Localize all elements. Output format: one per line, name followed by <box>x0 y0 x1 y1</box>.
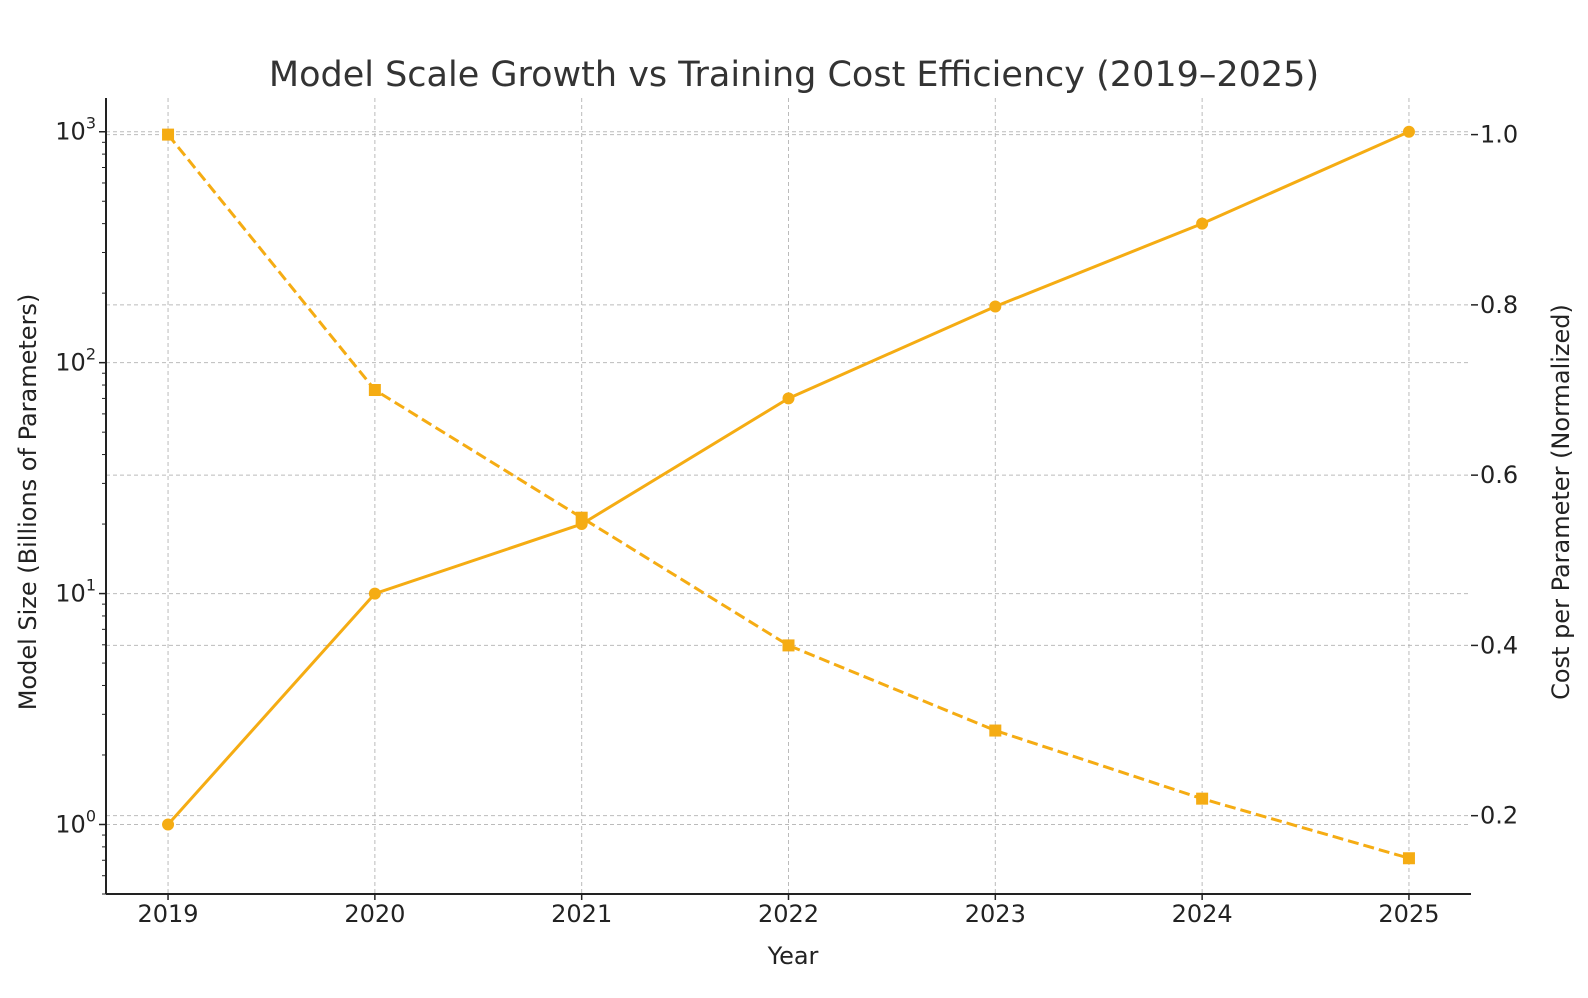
y-left-tick-label: 103 <box>55 114 96 146</box>
data-point-cost-2024 <box>1196 792 1209 805</box>
y-right-tick-label: 0.8 <box>1480 291 1518 319</box>
y-axis-left-label: Model Size (Billions of Parameters) <box>14 294 42 711</box>
x-tick-label: 2020 <box>344 900 405 928</box>
grid-layer <box>106 98 1471 894</box>
data-point-cost-2021 <box>575 511 588 524</box>
y-right-tick-label: 0.4 <box>1480 631 1518 659</box>
x-tick-label: 2025 <box>1378 900 1439 928</box>
x-tick-label: 2024 <box>1172 900 1233 928</box>
x-tick-label: 2022 <box>758 900 819 928</box>
data-point-model-size-2019 <box>162 818 175 831</box>
data-point-model-size-2020 <box>368 587 381 600</box>
y-right-tick-label: 0.2 <box>1480 802 1518 830</box>
series-layer <box>162 125 1415 865</box>
x-tick-label: 2023 <box>965 900 1026 928</box>
y-left-tick-label: 101 <box>55 576 96 608</box>
data-point-model-size-2024 <box>1196 217 1209 230</box>
axes-layer: 2019 2020 2021 2022 2023 2024 2025 100 101 102 103… <box>55 98 1518 928</box>
data-point-model-size-2023 <box>989 300 1002 313</box>
y-axis-right-label: Cost per Parameter (Normalized) <box>1547 304 1575 700</box>
data-point-cost-2019 <box>162 128 175 141</box>
y-left-tick-label: 102 <box>55 345 96 377</box>
x-tick-label: 2021 <box>551 900 612 928</box>
data-point-model-size-2025 <box>1402 125 1415 138</box>
chart-title: Model Scale Growth vs Training Cost Effi… <box>269 55 1319 95</box>
y-right-tick-label: 0.6 <box>1480 461 1518 489</box>
data-point-cost-2020 <box>368 384 381 397</box>
y-right-tick-label: 1.0 <box>1480 121 1518 149</box>
data-point-cost-2023 <box>989 724 1002 737</box>
data-point-model-size-2022 <box>782 392 795 405</box>
x-axis-label: Year <box>767 942 819 970</box>
data-point-cost-2022 <box>782 639 795 652</box>
y-left-tick-label: 100 <box>55 806 96 838</box>
data-point-cost-2025 <box>1402 852 1415 865</box>
x-tick-label: 2019 <box>138 900 199 928</box>
